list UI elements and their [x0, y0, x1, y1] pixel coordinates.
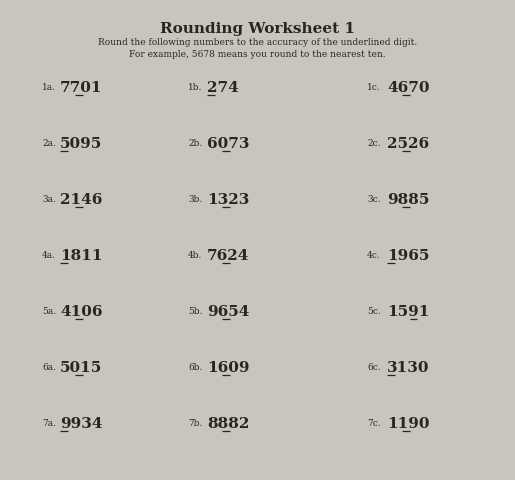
Text: 4670: 4670	[387, 81, 430, 95]
Text: For example, 5678 means you round to the nearest ten.: For example, 5678 means you round to the…	[129, 50, 386, 59]
Text: 1609: 1609	[207, 361, 249, 375]
Text: 8882: 8882	[207, 417, 249, 431]
Text: 4c.: 4c.	[367, 252, 381, 261]
Text: 1965: 1965	[387, 249, 430, 263]
Text: 1b.: 1b.	[188, 84, 202, 93]
Text: 2146: 2146	[60, 193, 102, 207]
Text: 5095: 5095	[60, 137, 102, 151]
Text: 6a.: 6a.	[42, 363, 56, 372]
Text: 6073: 6073	[207, 137, 249, 151]
Text: 3c.: 3c.	[367, 195, 381, 204]
Text: 5a.: 5a.	[42, 308, 56, 316]
Text: Rounding Worksheet 1: Rounding Worksheet 1	[160, 22, 355, 36]
Text: 1190: 1190	[387, 417, 430, 431]
Text: 6c.: 6c.	[367, 363, 381, 372]
Text: Round the following numbers to the accuracy of the underlined digit.: Round the following numbers to the accur…	[98, 38, 417, 47]
Text: 9934: 9934	[60, 417, 102, 431]
Text: 5b.: 5b.	[188, 308, 202, 316]
Text: 2c.: 2c.	[367, 140, 381, 148]
Text: 7701: 7701	[60, 81, 102, 95]
Text: 4106: 4106	[60, 305, 102, 319]
Text: 3b.: 3b.	[188, 195, 202, 204]
Text: 9654: 9654	[207, 305, 249, 319]
Text: 9885: 9885	[387, 193, 430, 207]
Text: 274: 274	[207, 81, 239, 95]
Text: 3a.: 3a.	[42, 195, 56, 204]
Text: 2a.: 2a.	[42, 140, 56, 148]
Text: 1323: 1323	[207, 193, 249, 207]
Text: 1591: 1591	[387, 305, 430, 319]
Text: 2b.: 2b.	[188, 140, 202, 148]
Text: 1a.: 1a.	[42, 84, 56, 93]
Text: 1811: 1811	[60, 249, 102, 263]
Text: 1c.: 1c.	[367, 84, 381, 93]
Text: 7b.: 7b.	[188, 420, 202, 429]
Text: 7c.: 7c.	[367, 420, 381, 429]
Text: 4a.: 4a.	[42, 252, 56, 261]
Text: 5c.: 5c.	[367, 308, 381, 316]
Text: 2526: 2526	[387, 137, 429, 151]
Text: 7a.: 7a.	[42, 420, 56, 429]
Text: 7624: 7624	[207, 249, 249, 263]
Text: 3130: 3130	[387, 361, 430, 375]
Text: 4b.: 4b.	[188, 252, 202, 261]
Text: 6b.: 6b.	[188, 363, 202, 372]
Text: 5015: 5015	[60, 361, 102, 375]
